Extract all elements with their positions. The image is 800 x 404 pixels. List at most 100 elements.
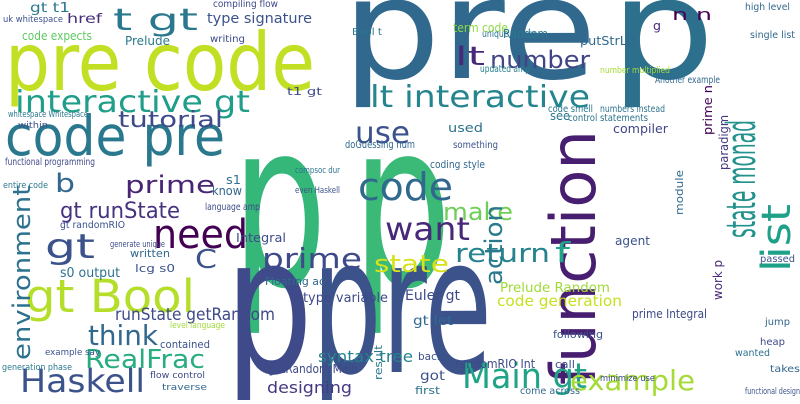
word: whitespace Whitespace — [8, 110, 88, 120]
word: writing — [210, 34, 245, 45]
word: designing — [267, 378, 352, 397]
word: single list — [750, 30, 795, 41]
word: Random — [503, 27, 548, 41]
word: minimize use — [600, 374, 655, 384]
word: high level — [745, 2, 790, 13]
word: f — [555, 236, 572, 269]
word: unique names — [482, 29, 537, 40]
word: language amp — [205, 202, 260, 213]
word: type signature — [207, 11, 312, 27]
word: see — [550, 109, 570, 123]
word: passed — [760, 254, 795, 265]
word: putStrLn — [580, 34, 635, 48]
word: heap — [760, 337, 785, 348]
word: number multiplied — [600, 66, 670, 76]
word: example — [570, 364, 695, 397]
word: code smell — [548, 104, 593, 115]
word: Bool t — [352, 27, 382, 38]
word: used — [448, 121, 483, 135]
word: state — [374, 250, 449, 278]
word: wanted — [735, 348, 770, 359]
word: code generation — [497, 292, 622, 310]
word: Integral — [236, 231, 286, 245]
word: prime — [262, 242, 362, 275]
word: Floating ac — [265, 275, 325, 288]
word: back — [418, 350, 444, 363]
word: function — [537, 130, 610, 385]
word: functional design — [745, 387, 800, 397]
word: following — [553, 328, 603, 341]
word: use — [355, 116, 410, 151]
word: Euler gt — [405, 288, 461, 304]
word: b — [55, 169, 75, 199]
word: want — [385, 210, 470, 248]
word: need — [153, 212, 248, 258]
word: doGuessing num — [345, 138, 415, 151]
word: interactive gt — [15, 85, 250, 120]
word: compiling flow — [213, 0, 278, 10]
word: result — [372, 344, 385, 380]
word: traverse — [162, 383, 208, 393]
word: level language — [170, 321, 225, 331]
word: Prelude Random — [500, 281, 610, 296]
word: within — [18, 121, 48, 131]
word: entire code — [3, 181, 48, 191]
word: s1 — [226, 173, 241, 187]
word: uk whitespace — [3, 15, 63, 25]
word: gt runState — [60, 199, 180, 224]
word: updated amp — [480, 64, 530, 75]
word: prime — [125, 171, 215, 199]
word: jump — [764, 317, 790, 328]
word: prime n — [701, 85, 715, 135]
word: paradigm — [717, 115, 731, 170]
word: action — [480, 205, 508, 285]
word: contained — [160, 338, 210, 351]
word: takes — [770, 364, 800, 375]
word: Prelude — [125, 34, 170, 48]
word: p — [225, 196, 313, 400]
word: pre — [312, 196, 492, 400]
word: C — [195, 245, 217, 275]
word: generation phase — [2, 363, 72, 373]
word: p — [352, 73, 452, 340]
word: runState getRandom — [115, 305, 275, 325]
word: numbers instead — [600, 104, 665, 115]
word: RealFrac — [85, 345, 205, 375]
word: control statements — [568, 113, 648, 124]
word: term code — [453, 21, 508, 35]
word: module — [673, 170, 686, 215]
word: state monad — [719, 120, 765, 238]
word: written — [130, 247, 170, 260]
word: compiler — [613, 122, 668, 136]
word: coding style — [430, 158, 485, 171]
word: p — [610, 0, 715, 112]
word: gt — [45, 227, 95, 267]
word: Main gt — [462, 357, 587, 397]
word: gt t1 — [30, 1, 70, 16]
word: gt Bool — [25, 270, 195, 323]
word: gt randomRIO — [60, 220, 125, 231]
word: pre — [342, 0, 597, 112]
word: flow control — [150, 371, 205, 381]
word: getRandom Main — [268, 362, 358, 376]
word: generate unique — [110, 240, 165, 250]
word: functional programming — [5, 157, 95, 168]
word: compsoc dur — [295, 166, 340, 176]
word: tutorial — [118, 108, 223, 133]
word: know — [212, 184, 242, 198]
word: environment — [8, 185, 36, 360]
word: Haskell — [20, 362, 145, 400]
word: something — [453, 140, 498, 151]
word: code pre — [5, 104, 225, 168]
word: syntax tree — [318, 347, 413, 366]
word: code expects — [22, 29, 92, 43]
word: href — [67, 12, 103, 27]
word: s0 output — [60, 266, 120, 281]
word: gt let — [413, 314, 453, 329]
word: type variable — [303, 291, 388, 306]
word: t1 gt — [287, 85, 323, 98]
word: t gt — [113, 3, 198, 38]
word: randomRIO Int — [455, 357, 535, 371]
